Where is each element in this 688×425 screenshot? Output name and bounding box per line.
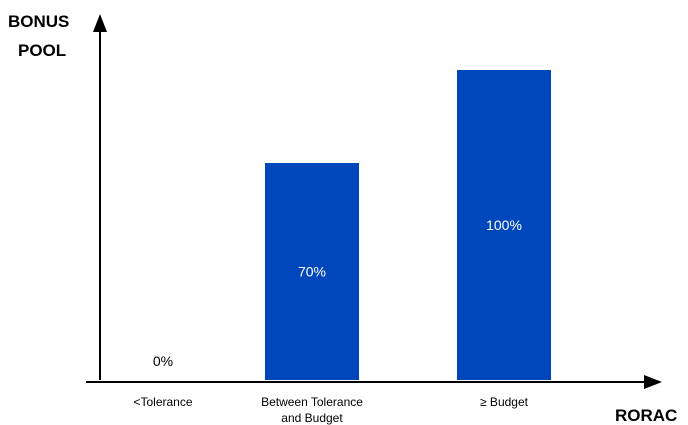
bar-data-label-1: 70% — [298, 264, 326, 280]
x-axis-arrow-icon — [644, 375, 662, 389]
bar-data-label-0: 0% — [153, 353, 173, 369]
x-tick-labels-group: <Tolerance Between Tolerance and Budget ≥ B… — [133, 395, 528, 425]
x-tick-label-2-line-0: ≥ Budget — [480, 395, 529, 409]
bars-group — [265, 70, 551, 380]
y-axis-title-line-1: BONUS — [8, 12, 69, 31]
bar-2 — [457, 70, 551, 380]
bar-data-label-2: 100% — [486, 217, 522, 233]
x-tick-label-1-line-0: Between Tolerance — [261, 395, 363, 409]
axes — [86, 14, 662, 389]
y-axis-arrow-icon — [93, 14, 107, 32]
x-tick-label-0: <Tolerance — [133, 395, 192, 409]
y-axis-title-line-2: POOL — [18, 41, 66, 60]
bar-labels-group: 0% 70% 100% — [153, 217, 522, 369]
bar-1 — [265, 163, 359, 380]
x-axis-title: RORAC — [615, 406, 677, 425]
x-tick-label-0-line-0: <Tolerance — [133, 395, 192, 409]
x-tick-label-1-line-1: and Budget — [281, 411, 343, 425]
x-tick-label-1: Between Tolerance and Budget — [261, 395, 363, 425]
x-tick-label-2: ≥ Budget — [480, 395, 529, 409]
